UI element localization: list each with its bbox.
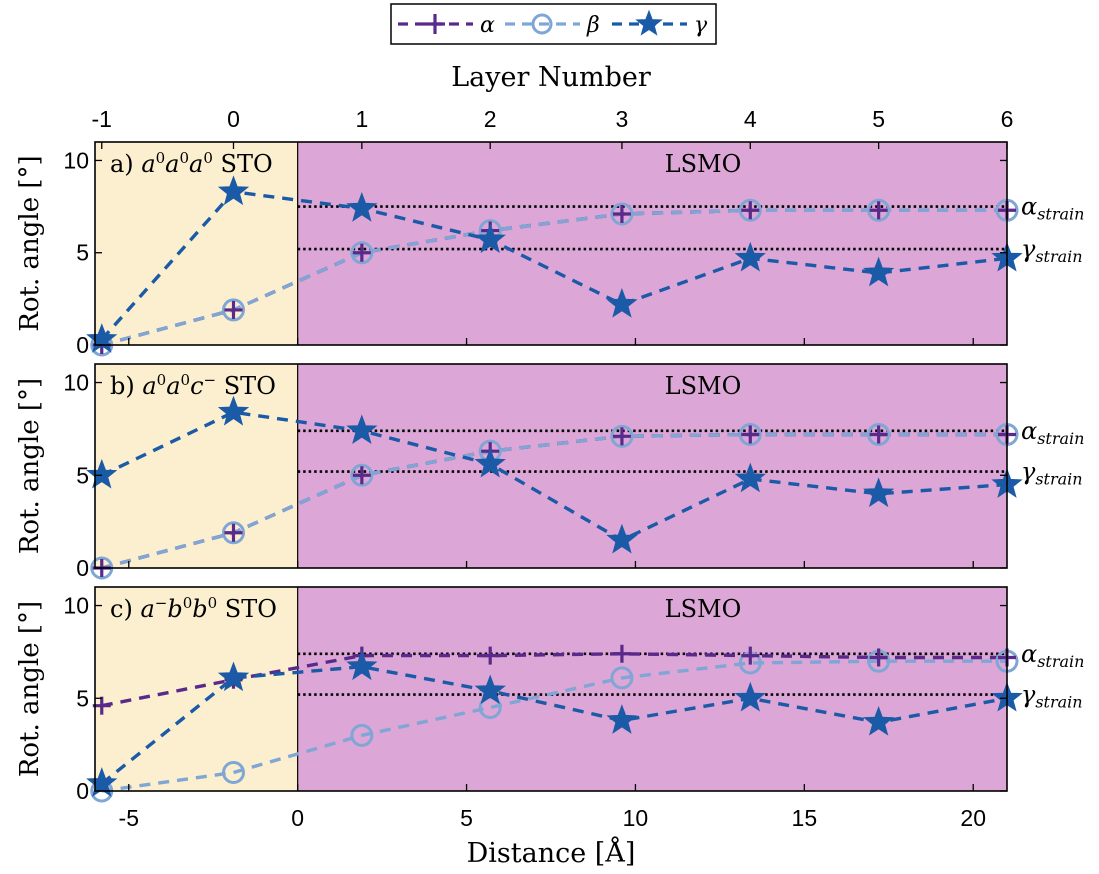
- y-tick-label: 5: [76, 240, 89, 266]
- legend-label-2: γ: [694, 13, 708, 38]
- top-tick-label: 5: [872, 106, 885, 132]
- panel-label: a) a0a0a0 STO: [110, 149, 273, 178]
- lsmo-label: LSMO: [665, 150, 742, 178]
- legend: α β γ: [391, 4, 716, 44]
- x-tick-label: 10: [623, 805, 649, 831]
- legend-label-0: α: [480, 13, 495, 38]
- lsmo-label: LSMO: [665, 595, 742, 623]
- lsmo-region: [298, 142, 1007, 345]
- top-tick-label: 1: [355, 106, 368, 132]
- x-tick-label: 15: [792, 805, 818, 831]
- x-tick-label: 0: [291, 805, 304, 831]
- top-tick-label: 3: [616, 106, 629, 132]
- y-tick-label: 5: [76, 685, 89, 711]
- panel-label: b) a0a0c− STO: [110, 371, 276, 400]
- y-tick-label: 0: [76, 555, 89, 581]
- x-tick-label: 20: [960, 805, 986, 831]
- x-tick-label: 5: [460, 805, 473, 831]
- alpha-strain-label: αstrain: [1021, 640, 1084, 671]
- alpha-strain-label: αstrain: [1021, 193, 1084, 224]
- x-axis-title: Distance [Å]: [467, 836, 636, 869]
- gamma-strain-label: γstrain: [1021, 458, 1083, 489]
- panel-b: 0 5 10 Rot. angle [°] b) a0a0c− STO LSMO αstra…: [15, 364, 1084, 581]
- alpha-strain-label: αstrain: [1021, 417, 1084, 448]
- y-axis-label: Rot. angle [°]: [15, 378, 45, 554]
- gamma-strain-label: γstrain: [1021, 235, 1083, 266]
- legend-label-1: β: [586, 13, 600, 38]
- x-tick-label: -5: [119, 805, 139, 831]
- y-tick-label: 5: [76, 462, 89, 488]
- lsmo-region: [298, 364, 1007, 568]
- y-tick-label: 10: [63, 147, 89, 173]
- y-axis-label: Rot. angle [°]: [15, 601, 45, 777]
- lsmo-region: [298, 587, 1007, 791]
- top-tick-label: 4: [744, 106, 757, 132]
- top-tick-label: 6: [1001, 106, 1014, 132]
- top-tick-label: 0: [227, 106, 240, 132]
- gamma-strain-label: γstrain: [1021, 681, 1083, 712]
- y-tick-label: 0: [76, 332, 89, 358]
- y-axis-label: Rot. angle [°]: [15, 155, 45, 331]
- panel-a: 0 5 10 Rot. angle [°] a) a0a0a0 STO LSMO αstra…: [15, 142, 1084, 358]
- top-tick-label: 2: [484, 106, 497, 132]
- y-tick-label: 10: [63, 593, 89, 619]
- panel-c: 0 5 10 Rot. angle [°] c) a−b0b0 STO LSMO αstra…: [15, 587, 1084, 804]
- lsmo-label: LSMO: [665, 372, 742, 400]
- top-tick-label: -1: [92, 106, 112, 132]
- y-tick-label: 0: [76, 778, 89, 804]
- panel-label: c) a−b0b0 STO: [110, 594, 277, 623]
- top-axis-title: Layer Number: [451, 62, 651, 93]
- y-tick-label: 10: [63, 370, 89, 396]
